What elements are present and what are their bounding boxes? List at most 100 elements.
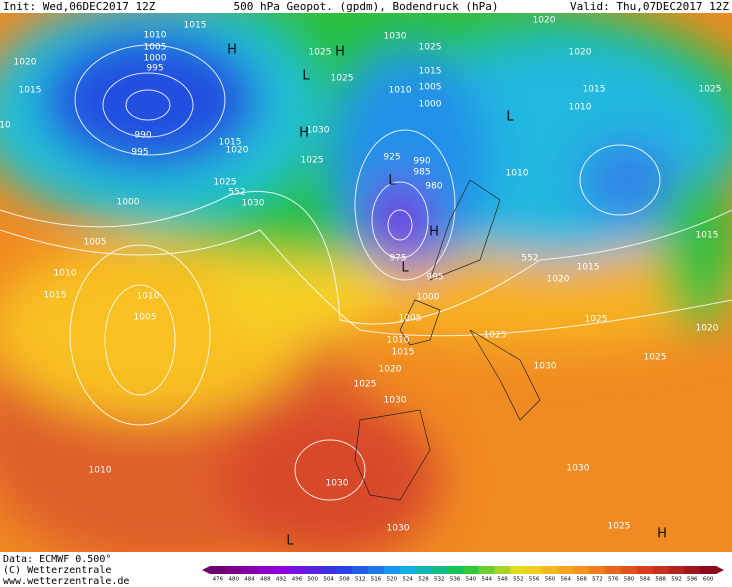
colorbar-tick-label: 540 (466, 577, 477, 583)
colorbar-tick-label: 584 (640, 577, 651, 583)
colorbar-segment (352, 566, 369, 574)
colorbar-segment (257, 566, 274, 574)
colorbar-tick-label: 568 (576, 577, 587, 583)
colorbar-segment (542, 566, 559, 574)
website: www.wetterzentrale.de (3, 576, 129, 587)
isobar-label: 1005 (134, 313, 157, 323)
colorbar-tick-label: 536 (450, 577, 461, 583)
isobar-label: 552 (228, 188, 245, 198)
isobar-label: 1015 (184, 21, 207, 31)
isobar-label: 1010 (137, 292, 160, 302)
colorbar-segment (304, 566, 321, 574)
isobar-label: 1015 (219, 138, 242, 148)
pressure-center: H (335, 45, 345, 60)
colorbar-segment (494, 566, 511, 574)
isobar-label: 1000 (144, 54, 167, 64)
colorbar-segment (289, 566, 306, 574)
colorbar-segment (557, 566, 574, 574)
map-title: 500 hPa Geopot. (gpdm), Bodendruck (hPa) (234, 0, 499, 13)
isobar-label: 975 (389, 254, 406, 264)
colorbar-tick-label: 544 (481, 577, 492, 583)
pressure-center: L (388, 174, 396, 189)
colorbar-segment (636, 566, 654, 574)
colorbar-segment (526, 566, 543, 574)
colorbar-tick-label: 516 (371, 577, 382, 583)
isobar-label: 1000 (419, 100, 442, 110)
isobar-label: 1025 (699, 85, 722, 95)
colorbar-segment (210, 566, 227, 574)
isobar-label: 1025 (484, 331, 507, 341)
isobar-label: 1010 (144, 31, 167, 41)
isobar-label: 10 (0, 121, 11, 131)
isobar-label: 1030 (534, 362, 557, 372)
isobar-label: 1020 (547, 275, 570, 285)
colorbar-segment (447, 566, 464, 574)
pressure-center: L (302, 69, 310, 84)
coastlines (354, 179, 541, 501)
colorbar-tick-label: 496 (292, 577, 303, 583)
valid-time: Valid: Thu,07DEC2017 12Z (570, 0, 729, 13)
isobar-label: 1000 (117, 198, 140, 208)
colorbar-tick-label: 504 (323, 577, 334, 583)
isobar-label: 1020 (379, 365, 402, 375)
colorbar-segment (589, 566, 606, 574)
colorbar-segment (684, 566, 701, 574)
colorbar-tick-label: 508 (339, 577, 350, 583)
init-time: Init: Wed,06DEC2017 12Z (3, 0, 156, 13)
pressure-center: L (286, 534, 294, 549)
isobar-label: 1025 (419, 43, 442, 53)
isobar-label: 1030 (387, 524, 410, 534)
isobar-label: 1005 (419, 83, 442, 93)
colorbar-arrow (716, 566, 724, 574)
pressure-center: H (429, 225, 439, 240)
colorbar-tick-label: 532 (434, 577, 445, 583)
isobar-label: 995 (131, 148, 148, 158)
pressure-center: H (299, 126, 309, 141)
colorbar-tick-label: 500 (308, 577, 319, 583)
isobar-label: 1015 (577, 263, 600, 273)
colorbar-tick-label: 488 (260, 577, 271, 583)
isobar-label: 1030 (242, 199, 265, 209)
copyright: (C) Wetterzentrale (3, 565, 111, 576)
isobar-label: 1010 (54, 269, 77, 279)
isobar-label: 1020 (14, 58, 37, 68)
isobar-label: 1015 (419, 67, 442, 77)
isobar-label: 1025 (301, 156, 324, 166)
colorbar-segment (399, 566, 416, 574)
isobar-label: 1015 (696, 231, 719, 241)
colorbar-tick-label: 600 (703, 577, 714, 583)
isobar-label: 1025 (644, 353, 667, 363)
isobar-label: 1015 (19, 86, 42, 96)
isobar-label: 1030 (567, 464, 590, 474)
map-field: 1015101010051000995102010151099099510151… (0, 13, 732, 552)
colorbar-tick-label: 580 (624, 577, 635, 583)
pressure-center: H (227, 43, 237, 58)
isobar-label: 1025 (331, 74, 354, 84)
isobar-label: 1025 (585, 315, 608, 325)
colorbar-tick-label: 476 (213, 577, 224, 583)
isobar-label: 995 (146, 64, 163, 74)
isobar-label: 990 (413, 157, 430, 167)
isobar-label: 1030 (384, 396, 407, 406)
isobar-label: 980 (425, 182, 442, 192)
isobar-label: 995 (426, 273, 443, 283)
isobar-label: 1030 (384, 32, 407, 42)
colorbar-tick-label: 588 (655, 577, 666, 583)
colorbar: 476 480 484 488 492 496 500 504 508 512 516 520 524 5… (202, 566, 724, 583)
isobar-label: 1010 (387, 336, 410, 346)
data-source: Data: ECMWF 0.500° (3, 554, 111, 565)
isobar-label: 1030 (307, 126, 330, 136)
colorbar-segment (652, 566, 669, 574)
colorbar-tick-label: 480 (228, 577, 239, 583)
isobar-label: 925 (383, 153, 400, 163)
colorbar-tick-label: 520 (387, 577, 398, 583)
colorbar-segment (573, 566, 590, 574)
isobar-label: 990 (134, 131, 151, 141)
colorbar-tick-label: 556 (529, 577, 540, 583)
colorbar-segment (383, 566, 401, 574)
colorbar-segment (241, 566, 258, 574)
isobar-label: 1005 (144, 43, 167, 53)
colorbar-segment (605, 566, 622, 574)
isobar-label: 1010 (569, 103, 592, 113)
